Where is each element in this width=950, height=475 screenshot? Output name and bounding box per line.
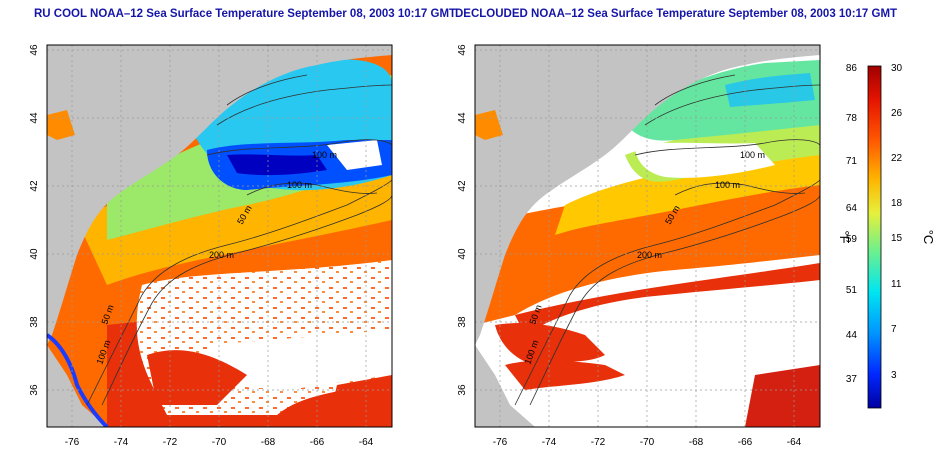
grid-lines [47, 45, 392, 427]
fahrenheit-tick: 59 [846, 234, 858, 245]
fahrenheit-tick: 78 [846, 113, 858, 124]
right-map-frame [474, 44, 821, 428]
fahrenheit-tick: 44 [846, 330, 858, 341]
y-tick-label: 46 [29, 44, 40, 56]
contour-label: 200 m [637, 250, 662, 260]
y-tick-label: 40 [457, 248, 468, 260]
left-map-frame [46, 44, 393, 428]
x-tick-label: -70 [212, 437, 227, 448]
fahrenheit-tick: 51 [846, 285, 858, 296]
celsius-tick: 26 [891, 108, 903, 119]
x-tick-label: -64 [787, 437, 802, 448]
x-tick-label: -66 [738, 437, 753, 448]
warm-patch [495, 323, 605, 365]
left-panel-title: RU COOL NOAA–12 Sea Surface Temperature … [34, 8, 457, 20]
x-tick-label: -76 [493, 437, 508, 448]
right-panel-title: DECLOUDED NOAA–12 Sea Surface Temperatur… [455, 8, 898, 20]
right-map: 100 m 100 m 50 m 200 m 50 m 100 m -76 -7… [457, 44, 821, 448]
fahrenheit-tick: 71 [846, 156, 858, 167]
grid-lines [475, 45, 820, 427]
left-map: 100 m 100 m 50 m 200 m 50 m 100 m -76 -7… [29, 44, 393, 448]
contour-label: 100 m [715, 180, 740, 190]
cloud-area [635, 142, 775, 178]
x-tick-label: -76 [65, 437, 80, 448]
celsius-tick: 11 [891, 279, 902, 290]
fahrenheit-tick: 64 [846, 203, 858, 214]
y-tick-label: 42 [29, 180, 40, 192]
y-tick-label: 42 [457, 180, 468, 192]
x-tick-label: -74 [114, 437, 129, 448]
y-tick-label: 36 [457, 384, 468, 396]
celsius-unit-label: °C [921, 230, 936, 245]
contour-label: 100 m [312, 150, 337, 160]
celsius-tick: 3 [891, 370, 897, 381]
contour-label: 200 m [209, 250, 234, 260]
contour-label: 100 m [287, 180, 312, 190]
land [47, 45, 392, 345]
celsius-tick: 22 [891, 153, 903, 164]
y-tick-label: 38 [29, 316, 40, 328]
warm-ocean [475, 165, 820, 325]
x-tick-label: -70 [640, 437, 655, 448]
contour-label: 100 m [740, 150, 765, 160]
x-tick-label: -68 [689, 437, 704, 448]
celsius-tick: 15 [891, 233, 903, 244]
y-tick-label: 44 [457, 112, 468, 124]
colorbar-gradient [867, 65, 882, 409]
y-tick-label: 36 [29, 384, 40, 396]
x-tick-label: -72 [163, 437, 178, 448]
celsius-tick: 18 [891, 198, 903, 209]
y-tick-label: 38 [457, 316, 468, 328]
celsius-tick: 30 [891, 63, 903, 74]
colorbar: 86 78 71 64 59 51 44 37 30 26 22 18 15 1… [837, 63, 936, 409]
fahrenheit-tick: 37 [846, 374, 858, 385]
x-tick-label: -74 [542, 437, 557, 448]
y-tick-label: 44 [29, 112, 40, 124]
x-tick-label: -72 [591, 437, 606, 448]
fahrenheit-tick: 86 [846, 63, 858, 74]
land [475, 45, 820, 345]
x-tick-label: -68 [261, 437, 276, 448]
celsius-tick: 7 [891, 324, 897, 335]
cloud-area-south [207, 330, 392, 390]
x-tick-label: -64 [359, 437, 374, 448]
y-tick-label: 40 [29, 248, 40, 260]
fahrenheit-unit-label: °F [837, 230, 852, 243]
x-tick-label: -66 [310, 437, 325, 448]
y-tick-label: 46 [457, 44, 468, 56]
